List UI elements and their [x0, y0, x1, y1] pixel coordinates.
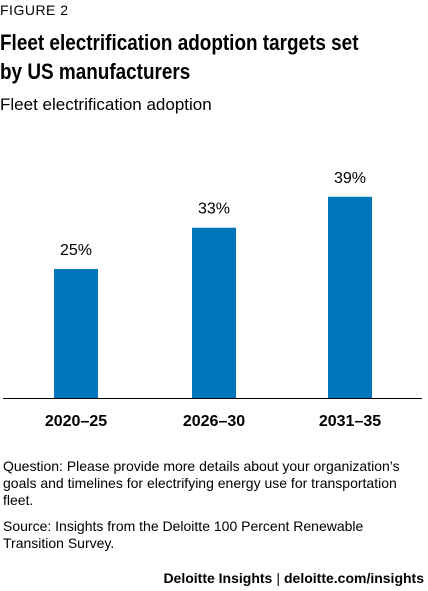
data-label-2031–35: 39%	[334, 170, 366, 187]
chart-title: Fleet electrification adoption targets s…	[0, 28, 368, 86]
chart-title-line-2: by US manufacturers	[0, 59, 191, 84]
footer-separator: |	[276, 570, 280, 586]
x-tick-label-2026–30: 2026–30	[183, 413, 245, 430]
data-label-2026–30: 33%	[198, 201, 230, 218]
footer-url[interactable]: deloitte.com/insights	[283, 570, 424, 586]
x-tick-label-2020–25: 2020–25	[45, 413, 107, 430]
footer-brand: Deloitte Insights	[163, 570, 273, 586]
figure-label: FIGURE 2	[0, 2, 69, 18]
chart-subtitle: Fleet electrification adoption	[0, 95, 212, 114]
bar-2031–35	[328, 196, 372, 398]
footer: Deloitte Insights | deloitte.com/insights	[163, 570, 424, 586]
question-note: Question: Please provide more details ab…	[3, 458, 400, 508]
data-label-2020–25: 25%	[60, 242, 92, 259]
x-tick-label-2031–35: 2031–35	[319, 413, 381, 430]
source-note: Source: Insights from the Deloitte 100 P…	[3, 518, 364, 551]
bar-2026–30	[192, 227, 236, 398]
chart-title-line-1: Fleet electrification adoption targets s…	[0, 30, 359, 55]
bar-2020–25	[54, 269, 98, 398]
bar-chart: 25% 2020–25 33% 2026–30 39% 2031–35	[3, 170, 422, 430]
